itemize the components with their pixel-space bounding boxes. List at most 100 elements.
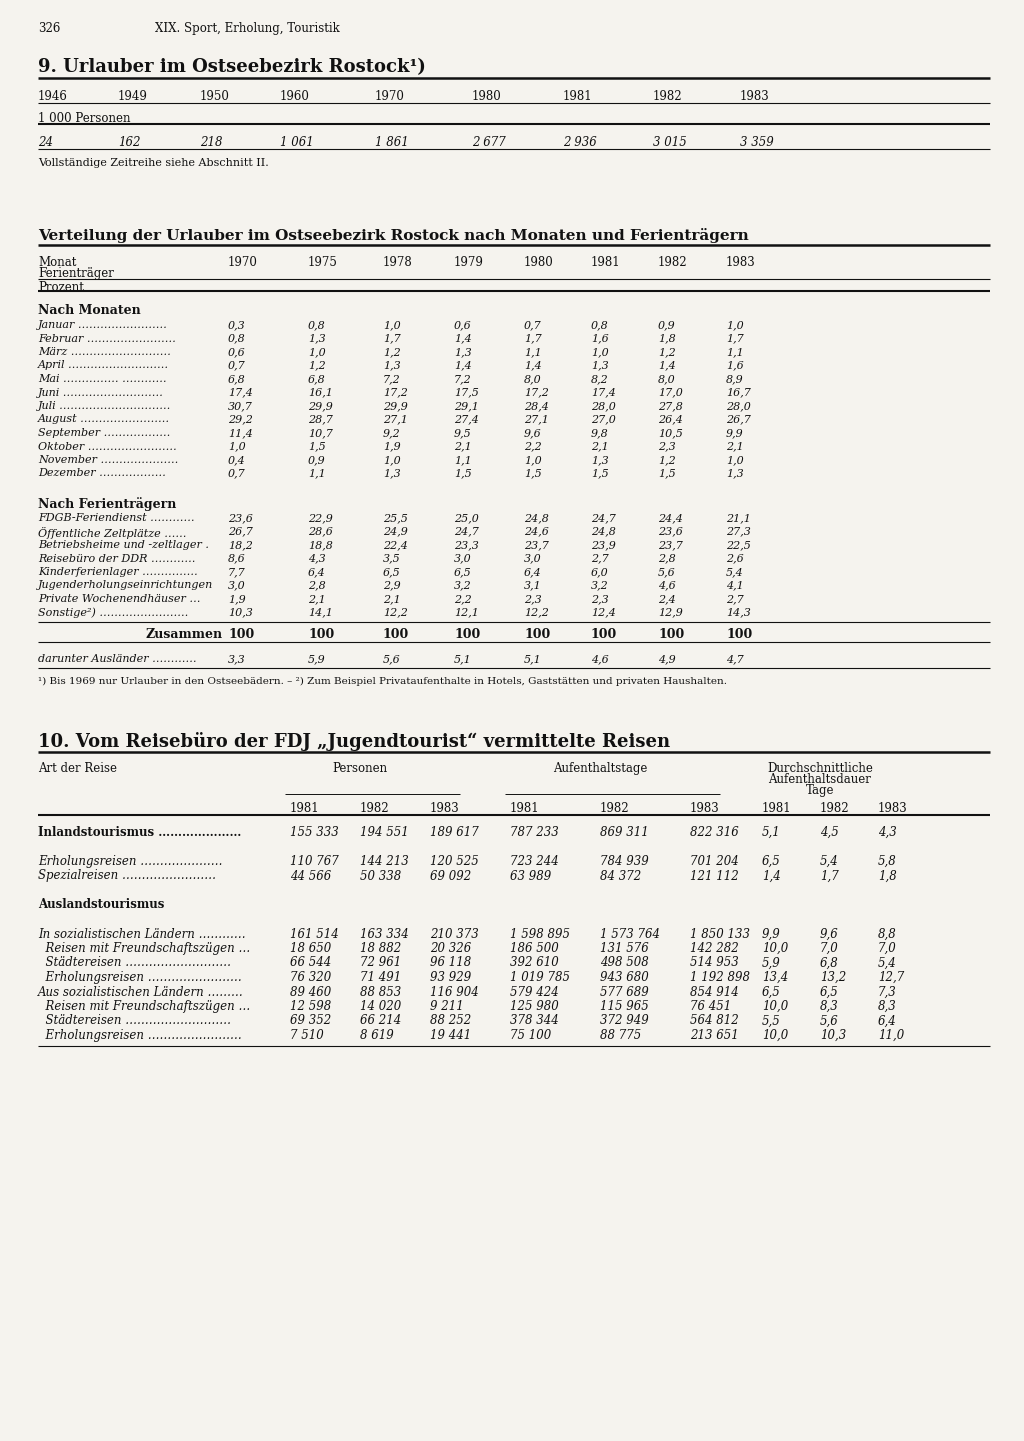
Text: 14,1: 14,1 bbox=[308, 608, 333, 618]
Text: 8,2: 8,2 bbox=[591, 375, 608, 383]
Text: 0,8: 0,8 bbox=[591, 320, 608, 330]
Text: Oktober ……………………: Oktober …………………… bbox=[38, 441, 177, 451]
Text: 5,6: 5,6 bbox=[383, 654, 400, 664]
Text: Februar ……………………: Februar …………………… bbox=[38, 333, 176, 343]
Text: Aus sozialistischen Ländern ………: Aus sozialistischen Ländern ……… bbox=[38, 986, 244, 999]
Text: 29,9: 29,9 bbox=[308, 401, 333, 411]
Text: 1946: 1946 bbox=[38, 89, 68, 102]
Text: 1 019 785: 1 019 785 bbox=[510, 971, 570, 984]
Text: 142 282: 142 282 bbox=[690, 942, 738, 955]
Text: 0,7: 0,7 bbox=[524, 320, 542, 330]
Text: 1,8: 1,8 bbox=[878, 869, 897, 882]
Text: 5,6: 5,6 bbox=[820, 1014, 839, 1027]
Text: Mai …………… …………: Mai …………… ………… bbox=[38, 375, 167, 383]
Text: 5,4: 5,4 bbox=[726, 566, 743, 576]
Text: 88 252: 88 252 bbox=[430, 1014, 471, 1027]
Text: Städtereisen ………………………: Städtereisen ……………………… bbox=[38, 1014, 231, 1027]
Text: 20 326: 20 326 bbox=[430, 942, 471, 955]
Text: 24,6: 24,6 bbox=[524, 526, 549, 536]
Text: 1,3: 1,3 bbox=[454, 347, 472, 357]
Text: 1 061: 1 061 bbox=[280, 135, 313, 148]
Text: 4,3: 4,3 bbox=[878, 826, 897, 839]
Text: 10,7: 10,7 bbox=[308, 428, 333, 438]
Text: 1981: 1981 bbox=[510, 803, 540, 816]
Text: 186 500: 186 500 bbox=[510, 942, 559, 955]
Text: 28,7: 28,7 bbox=[308, 415, 333, 425]
Text: Reisen mit Freundschaftszügen …: Reisen mit Freundschaftszügen … bbox=[38, 1000, 250, 1013]
Text: 1982: 1982 bbox=[600, 803, 630, 816]
Text: 1,0: 1,0 bbox=[308, 347, 326, 357]
Text: 378 344: 378 344 bbox=[510, 1014, 559, 1027]
Text: In sozialistischen Ländern …………: In sozialistischen Ländern ………… bbox=[38, 928, 246, 941]
Text: Nach Ferienträgern: Nach Ferienträgern bbox=[38, 497, 176, 512]
Text: 189 617: 189 617 bbox=[430, 826, 479, 839]
Text: 2,8: 2,8 bbox=[308, 581, 326, 591]
Text: 76 320: 76 320 bbox=[290, 971, 331, 984]
Text: 2,9: 2,9 bbox=[383, 581, 400, 591]
Text: 1983: 1983 bbox=[690, 803, 720, 816]
Text: 210 373: 210 373 bbox=[430, 928, 479, 941]
Text: 1,0: 1,0 bbox=[726, 320, 743, 330]
Text: 12 598: 12 598 bbox=[290, 1000, 331, 1013]
Text: 5,4: 5,4 bbox=[878, 957, 897, 970]
Text: 9,2: 9,2 bbox=[383, 428, 400, 438]
Text: 1983: 1983 bbox=[878, 803, 907, 816]
Text: 2,8: 2,8 bbox=[658, 553, 676, 563]
Text: 115 965: 115 965 bbox=[600, 1000, 649, 1013]
Text: 1981: 1981 bbox=[563, 89, 593, 102]
Text: 326: 326 bbox=[38, 22, 60, 35]
Text: August ……………………: August …………………… bbox=[38, 415, 170, 425]
Text: 144 213: 144 213 bbox=[360, 855, 409, 867]
Text: 11,0: 11,0 bbox=[878, 1029, 904, 1042]
Text: 24,8: 24,8 bbox=[524, 513, 549, 523]
Text: 18,8: 18,8 bbox=[308, 540, 333, 550]
Text: 8,8: 8,8 bbox=[878, 928, 897, 941]
Text: 100: 100 bbox=[524, 628, 550, 641]
Text: 22,4: 22,4 bbox=[383, 540, 408, 550]
Text: 0,7: 0,7 bbox=[228, 468, 246, 478]
Text: 1983: 1983 bbox=[430, 803, 460, 816]
Text: 6,8: 6,8 bbox=[820, 957, 839, 970]
Text: 1,2: 1,2 bbox=[658, 347, 676, 357]
Text: 1,0: 1,0 bbox=[383, 320, 400, 330]
Text: 1,3: 1,3 bbox=[591, 455, 608, 465]
Text: 1970: 1970 bbox=[228, 256, 258, 269]
Text: 579 424: 579 424 bbox=[510, 986, 559, 999]
Text: 723 244: 723 244 bbox=[510, 855, 559, 867]
Text: 3,0: 3,0 bbox=[454, 553, 472, 563]
Text: Inlandstourismus …………………: Inlandstourismus ………………… bbox=[38, 826, 242, 839]
Text: 1,5: 1,5 bbox=[308, 441, 326, 451]
Text: 121 112: 121 112 bbox=[690, 869, 738, 882]
Text: 28,6: 28,6 bbox=[308, 526, 333, 536]
Text: 1980: 1980 bbox=[472, 89, 502, 102]
Text: 24,9: 24,9 bbox=[383, 526, 408, 536]
Text: 1,3: 1,3 bbox=[726, 468, 743, 478]
Text: 16,1: 16,1 bbox=[308, 388, 333, 398]
Text: Januar ……………………: Januar …………………… bbox=[38, 320, 168, 330]
Text: 7,0: 7,0 bbox=[820, 942, 839, 955]
Text: 12,1: 12,1 bbox=[454, 608, 479, 618]
Text: 5,8: 5,8 bbox=[878, 855, 897, 867]
Text: April ………………………: April ……………………… bbox=[38, 360, 169, 370]
Text: 1,1: 1,1 bbox=[308, 468, 326, 478]
Text: 25,0: 25,0 bbox=[454, 513, 479, 523]
Text: Kinderferienlager ……………: Kinderferienlager …………… bbox=[38, 566, 198, 576]
Text: 577 689: 577 689 bbox=[600, 986, 649, 999]
Text: 1,4: 1,4 bbox=[658, 360, 676, 370]
Text: 1,4: 1,4 bbox=[762, 869, 780, 882]
Text: 100: 100 bbox=[591, 628, 617, 641]
Text: Vollständige Zeitreihe siehe Abschnitt II.: Vollständige Zeitreihe siehe Abschnitt I… bbox=[38, 159, 268, 169]
Text: 27,1: 27,1 bbox=[524, 415, 549, 425]
Text: 7,0: 7,0 bbox=[878, 942, 897, 955]
Text: FDGB-Feriendienst …………: FDGB-Feriendienst ………… bbox=[38, 513, 195, 523]
Text: 392 610: 392 610 bbox=[510, 957, 559, 970]
Text: 27,1: 27,1 bbox=[383, 415, 408, 425]
Text: 3 015: 3 015 bbox=[653, 135, 687, 148]
Text: 5,1: 5,1 bbox=[524, 654, 542, 664]
Text: 1,0: 1,0 bbox=[591, 347, 608, 357]
Text: 13,4: 13,4 bbox=[762, 971, 788, 984]
Text: 24,7: 24,7 bbox=[454, 526, 479, 536]
Text: 1,5: 1,5 bbox=[524, 468, 542, 478]
Text: 5,9: 5,9 bbox=[762, 957, 780, 970]
Text: 514 953: 514 953 bbox=[690, 957, 738, 970]
